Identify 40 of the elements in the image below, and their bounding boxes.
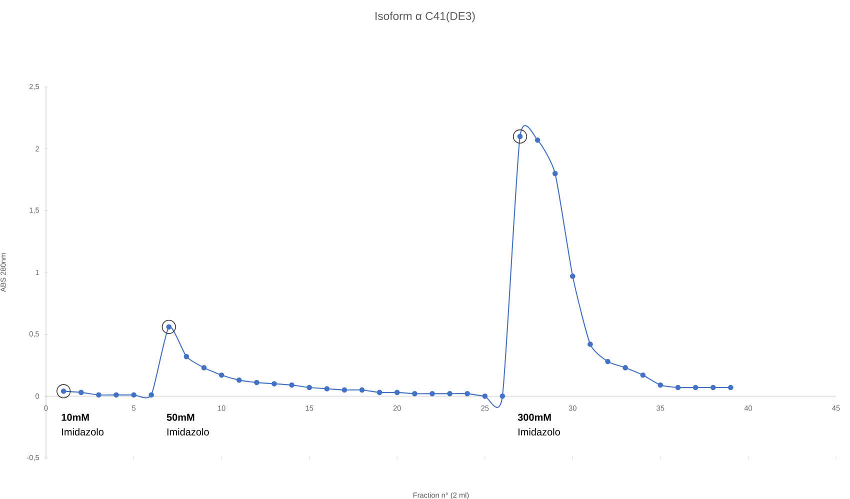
point <box>184 354 190 360</box>
point <box>236 377 242 383</box>
point <box>342 387 348 393</box>
point <box>376 390 382 396</box>
point <box>114 392 119 398</box>
point <box>394 390 400 396</box>
point <box>692 384 698 390</box>
point <box>464 391 470 396</box>
point <box>658 382 664 388</box>
point <box>710 384 716 390</box>
point <box>622 365 628 370</box>
point <box>412 391 418 396</box>
point <box>500 393 506 399</box>
annotation: 300mM Imidazolo <box>518 414 560 436</box>
point <box>605 358 610 364</box>
point <box>430 391 435 396</box>
point <box>570 274 576 279</box>
point <box>201 365 207 370</box>
annotation: 10mM Imidazolo <box>62 414 104 436</box>
point <box>552 170 558 176</box>
point <box>728 384 734 390</box>
annotation: 50mM Imidazolo <box>166 414 209 436</box>
point <box>534 138 540 143</box>
point <box>254 380 260 386</box>
point <box>272 381 277 386</box>
point <box>359 387 365 393</box>
point <box>447 391 452 396</box>
point <box>96 392 102 398</box>
point <box>306 384 312 390</box>
point <box>675 384 681 390</box>
chart-title: Isoform α C41(DE3) <box>376 12 475 22</box>
point <box>289 382 294 388</box>
point <box>218 372 224 378</box>
point <box>148 392 154 398</box>
point <box>588 342 593 347</box>
point <box>78 390 84 396</box>
point <box>482 393 488 399</box>
point <box>131 392 136 398</box>
point <box>640 372 646 378</box>
point <box>324 386 330 392</box>
